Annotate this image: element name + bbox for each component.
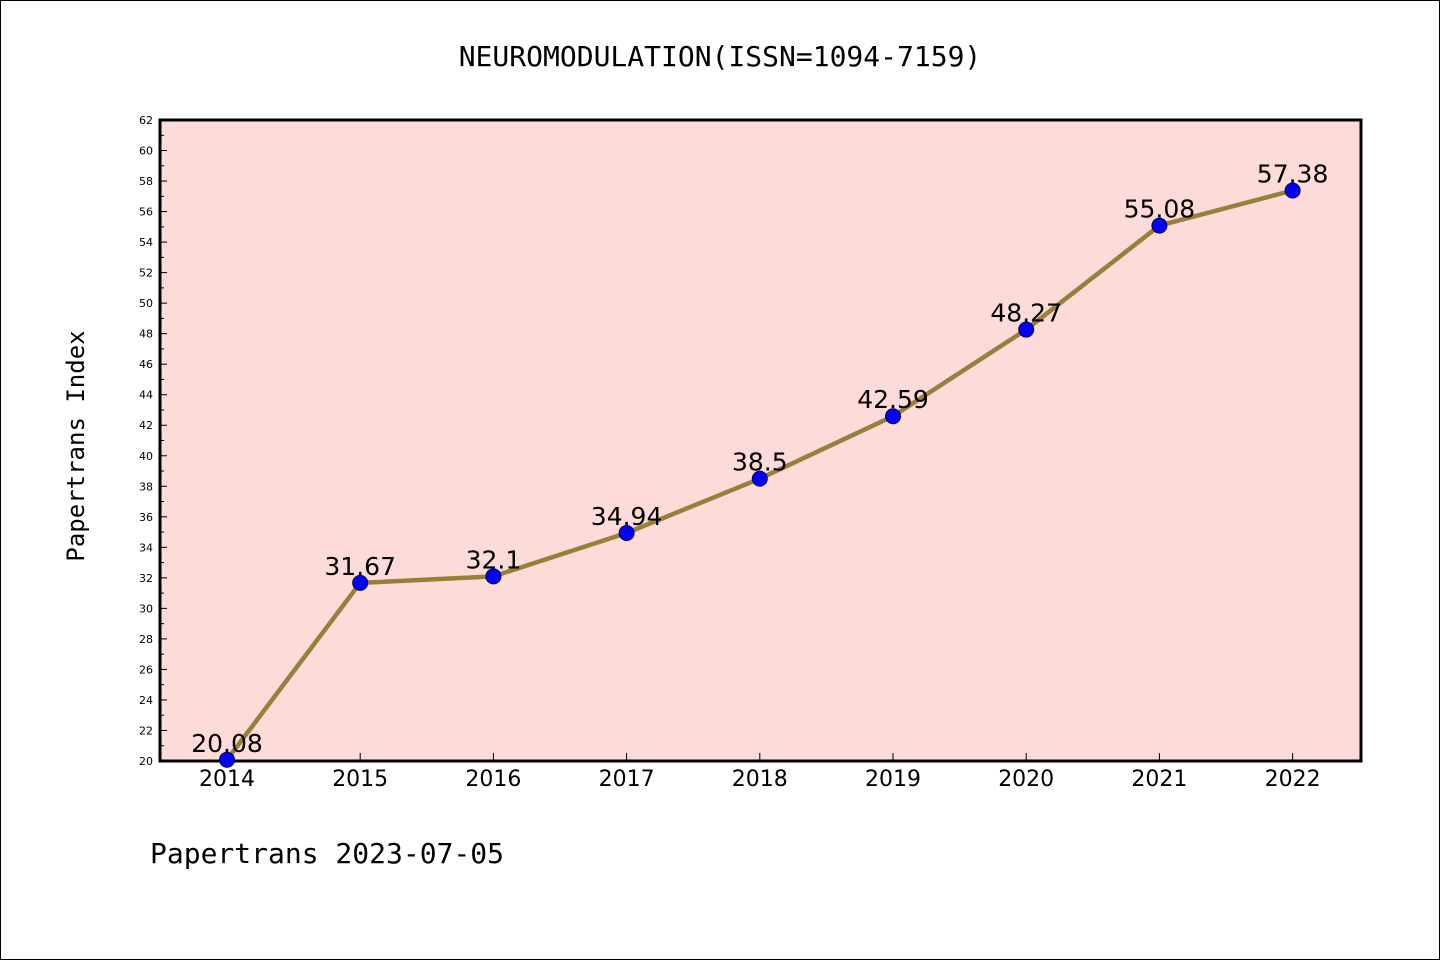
y-tick-label: 52 xyxy=(139,267,153,280)
data-label: 55.08 xyxy=(1124,195,1196,224)
y-tick-label: 32 xyxy=(139,572,153,585)
x-tick-label: 2016 xyxy=(465,767,521,792)
x-tick-label: 2017 xyxy=(599,767,655,792)
y-tick-label: 60 xyxy=(139,145,153,158)
x-tick-label: 2021 xyxy=(1131,767,1187,792)
data-label: 20.08 xyxy=(191,729,263,758)
y-tick-label: 42 xyxy=(139,419,153,432)
x-tick-label: 2022 xyxy=(1265,767,1321,792)
y-tick-label: 28 xyxy=(139,633,153,646)
data-label: 38.5 xyxy=(732,448,788,477)
x-tick-label: 2015 xyxy=(332,767,388,792)
x-tick-label: 2019 xyxy=(865,767,921,792)
data-label: 34.94 xyxy=(591,502,663,531)
x-tick-label: 2014 xyxy=(199,767,255,792)
y-axis: 20 22 24 26 28 30 32 34 36 38 40 42 44 46 48 50 52 54 56 58… xyxy=(139,114,167,768)
y-tick-label: 40 xyxy=(139,450,153,463)
marker-group xyxy=(219,182,1301,768)
y-tick-label: 30 xyxy=(139,602,153,615)
y-tick-label: 58 xyxy=(139,175,153,188)
data-label: 48.27 xyxy=(990,299,1062,328)
y-tick-label: 34 xyxy=(139,541,153,554)
x-tick-label: 2020 xyxy=(998,767,1054,792)
footer-date-label: Papertrans 2023-07-05 xyxy=(150,837,504,870)
data-point xyxy=(618,524,635,541)
y-tick-label: 50 xyxy=(139,297,153,310)
y-tick-label: 54 xyxy=(139,236,153,249)
chart-title: NEUROMODULATION(ISSN=1094-7159) xyxy=(459,40,982,73)
data-point xyxy=(1284,182,1301,199)
data-point xyxy=(751,470,768,487)
data-label-group: 20.08 31.67 32.1 34.94 38.5 42.59 48.27 55.08 57… xyxy=(191,160,1328,758)
y-tick-label: 36 xyxy=(139,511,153,524)
x-axis: 2014 2015 2016 2017 2018 2019 2020 2021 2022 xyxy=(199,753,1321,792)
data-label: 32.1 xyxy=(466,545,522,574)
data-point xyxy=(1018,321,1035,338)
y-tick-label: 44 xyxy=(139,389,153,402)
y-tick-label: 26 xyxy=(139,663,153,676)
data-point xyxy=(885,408,901,425)
y-tick-label: 48 xyxy=(139,328,153,341)
y-tick-label: 56 xyxy=(139,206,153,219)
data-point xyxy=(1151,217,1168,234)
y-tick-label: 46 xyxy=(139,358,153,371)
y-axis-label: Papertrans Index xyxy=(62,330,90,561)
y-tick-label: 24 xyxy=(139,694,153,707)
data-point xyxy=(219,751,235,768)
x-tick-label: 2018 xyxy=(732,767,788,792)
data-label: 31.67 xyxy=(324,552,396,581)
data-label: 57.38 xyxy=(1257,160,1329,189)
y-tick-label: 62 xyxy=(139,114,153,127)
data-point xyxy=(485,568,502,585)
y-tick-label: 20 xyxy=(139,755,153,768)
data-point xyxy=(352,574,369,591)
data-label: 42.59 xyxy=(857,385,929,414)
y-tick-label: 38 xyxy=(139,480,153,493)
y-tick-label: 22 xyxy=(139,724,153,737)
